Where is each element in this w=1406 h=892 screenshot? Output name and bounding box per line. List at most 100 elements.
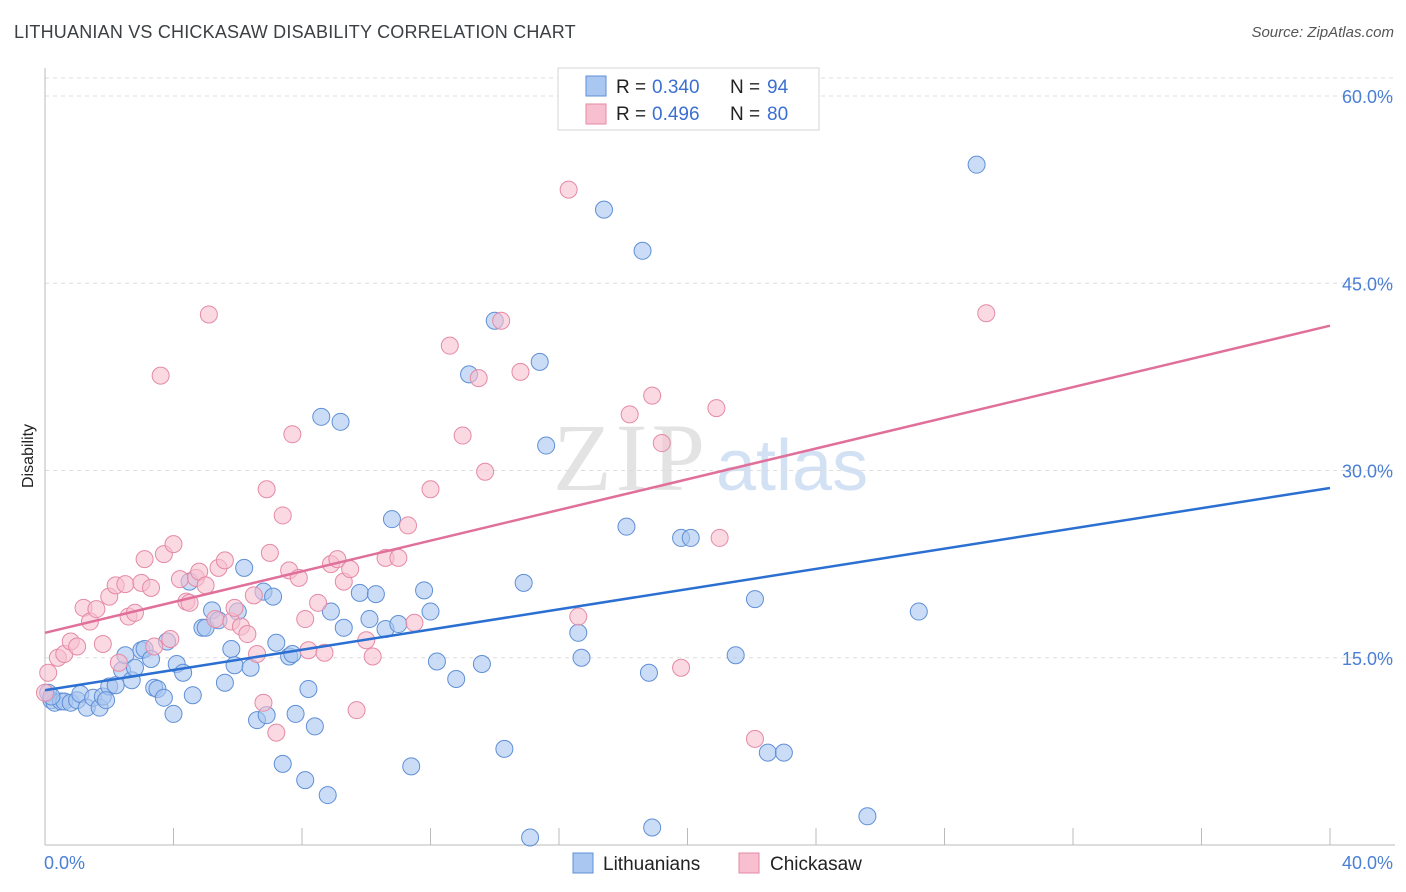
lithuanians-point-57 xyxy=(350,583,369,602)
chickasaw-point-74 xyxy=(652,434,671,453)
lithuanians-point-45 xyxy=(273,754,292,773)
lithuanians-point-51 xyxy=(305,717,324,736)
lithuanians-point-59 xyxy=(366,585,385,604)
legend-swatch-chickasaw xyxy=(585,103,607,125)
chickasaw-point-62 xyxy=(405,613,424,632)
lithuanians-trend-line xyxy=(44,486,1331,692)
lithuanians-point-25 xyxy=(164,704,183,723)
chickasaw-point-65 xyxy=(453,426,472,445)
legend-swatch-lithuanians xyxy=(585,75,607,97)
chickasaw-point-33 xyxy=(215,551,234,570)
chickasaw-point-22 xyxy=(161,630,180,649)
lithuanians-point-17 xyxy=(125,658,144,677)
chickasaw-point-41 xyxy=(257,480,276,499)
chickasaw-point-73 xyxy=(643,386,662,405)
lithuanians-point-64 xyxy=(415,581,434,600)
lithuanians-point-71 xyxy=(495,739,514,758)
chickasaw-point-44 xyxy=(273,506,292,525)
chickasaw-point-75 xyxy=(672,658,691,677)
chickasaw-point-56 xyxy=(347,701,366,720)
chickasaw-point-38 xyxy=(244,586,263,605)
lithuanians-points xyxy=(39,155,986,847)
y-tick-label-15: 15.0% xyxy=(1342,649,1393,669)
legend-r-value-1: 0.340 xyxy=(652,77,700,98)
lithuanians-point-90 xyxy=(909,602,928,621)
lithuanians-point-85 xyxy=(726,646,745,665)
lithuanians-point-84 xyxy=(681,528,700,547)
x-tick-label-min: 0.0% xyxy=(44,853,85,873)
chickasaw-point-51 xyxy=(315,643,334,662)
chickasaw-point-70 xyxy=(559,180,578,199)
lithuanians-point-61 xyxy=(382,510,401,529)
chickasaw-point-23 xyxy=(164,535,183,554)
lithuanians-point-87 xyxy=(758,743,777,762)
lithuanians-point-75 xyxy=(537,436,556,455)
chickasaw-point-72 xyxy=(620,405,639,424)
chickasaw-point-0 xyxy=(36,683,54,702)
chickasaw-point-17 xyxy=(135,550,154,569)
y-tick-label-45: 45.0% xyxy=(1342,274,1393,294)
chickasaw-point-43 xyxy=(267,723,286,742)
lithuanians-point-65 xyxy=(421,602,440,621)
chickasaw-point-66 xyxy=(469,369,488,388)
lithuanians-point-58 xyxy=(360,610,379,629)
legend-r-label-1: R = xyxy=(616,77,646,98)
chickasaw-point-20 xyxy=(151,366,170,385)
chart-title: LITHUANIAN VS CHICKASAW DISABILITY CORRE… xyxy=(14,22,576,42)
chickasaw-point-37 xyxy=(238,625,257,644)
y-axis-title: Disability xyxy=(20,424,37,488)
lithuanians-point-44 xyxy=(267,633,286,652)
chickasaw-point-58 xyxy=(363,647,382,666)
chickasaw-point-77 xyxy=(710,528,729,547)
chickasaw-point-46 xyxy=(283,425,302,444)
bottom-legend-swatch-lithuanians xyxy=(572,852,594,874)
lithuanians-point-72 xyxy=(514,573,533,592)
chickasaw-point-78 xyxy=(745,729,764,748)
bottom-legend: Lithuanians Chickasaw xyxy=(572,852,862,875)
y-tick-label-60: 60.0% xyxy=(1342,87,1393,107)
lithuanians-point-49 xyxy=(296,771,315,790)
bottom-legend-swatch-chickasaw xyxy=(738,852,760,874)
lithuanians-point-91 xyxy=(967,155,986,174)
y-tick-label-30: 30.0% xyxy=(1342,462,1393,482)
lithuanians-point-81 xyxy=(639,663,658,682)
lithuanians-point-35 xyxy=(222,640,241,659)
chickasaw-point-71 xyxy=(569,607,588,626)
chickasaw-point-24 xyxy=(170,570,189,589)
bottom-legend-label-chickasaw: Chickasaw xyxy=(770,854,862,875)
y-tick-labels: 15.0% 30.0% 45.0% 60.0% xyxy=(1342,87,1393,669)
lithuanians-point-53 xyxy=(318,786,337,805)
lithuanians-point-55 xyxy=(331,412,350,431)
lithuanians-point-38 xyxy=(235,558,254,577)
legend-r-value-2: 0.496 xyxy=(652,104,700,125)
chickasaw-point-9 xyxy=(93,635,112,654)
lithuanians-point-56 xyxy=(334,618,353,637)
chickasaw-point-67 xyxy=(476,462,495,481)
chickasaw-point-18 xyxy=(142,578,161,597)
chickasaw-point-35 xyxy=(225,598,244,617)
chickasaw-point-79 xyxy=(977,304,996,323)
lithuanians-point-23 xyxy=(154,688,173,707)
chickasaw-point-12 xyxy=(109,653,128,672)
chickasaw-point-76 xyxy=(707,399,726,418)
axes xyxy=(44,68,1395,846)
chickasaw-point-8 xyxy=(87,600,106,619)
lithuanians-point-66 xyxy=(427,652,446,671)
lithuanians-point-62 xyxy=(389,615,408,634)
chickasaw-point-13 xyxy=(116,575,135,594)
legend-r-label-2: R = xyxy=(616,104,646,125)
chickasaw-point-60 xyxy=(389,548,408,567)
chickasaw-point-40 xyxy=(254,693,273,712)
lithuanians-point-74 xyxy=(530,352,549,371)
chickasaw-point-1 xyxy=(39,663,58,682)
chickasaw-trend-line xyxy=(44,324,1331,634)
trend-lines xyxy=(44,324,1331,692)
lithuanians-point-82 xyxy=(643,818,662,837)
chickasaw-point-5 xyxy=(68,637,87,656)
legend-n-label-1: N = xyxy=(730,77,760,98)
lithuanians-point-73 xyxy=(521,828,540,847)
lithuanians-point-48 xyxy=(286,704,305,723)
lithuanians-point-69 xyxy=(472,654,491,673)
lithuanians-point-43 xyxy=(264,587,283,606)
